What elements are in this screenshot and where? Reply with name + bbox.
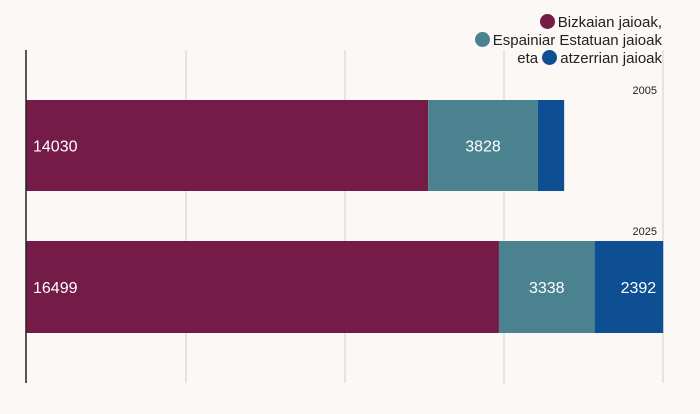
bar-2025-series-0 <box>26 241 499 333</box>
category-label-2005: 2005 <box>633 85 657 97</box>
data-label-2005-series-0: 14030 <box>33 139 78 156</box>
legend-separator: , <box>657 14 662 31</box>
legend-label-espainiar: Espainiar Estatuan jaioak <box>492 32 662 49</box>
bar-2025-series-1 <box>498 241 595 333</box>
legend-label-bizkaian: Bizkaian jaioak <box>557 14 658 31</box>
bar-2005-series-0 <box>26 100 429 191</box>
legend-swatch-atzerrian <box>542 50 558 65</box>
bar-2005-series-1 <box>428 100 538 191</box>
bar-2005-series-2 <box>537 100 565 191</box>
legend-swatch-espainiar <box>474 32 490 47</box>
data-label-2025-series-1: 3338 <box>529 280 565 297</box>
legend: Bizkaian jaioak, Espainiar Estatuan jaio… <box>362 14 662 68</box>
data-label-2025-series-2: 2392 <box>621 280 657 297</box>
legend-swatch-bizkaian <box>539 14 555 29</box>
legend-item-bizkaian: Bizkaian jaioak, <box>539 14 662 31</box>
legend-label-atzerrian: atzerrian jaioak <box>560 50 662 67</box>
legend-joiner: eta <box>517 50 539 67</box>
data-label-2005-series-1: 3828 <box>465 139 501 156</box>
data-label-2025-series-0: 16499 <box>33 280 78 297</box>
bar-2025-series-2 <box>594 241 664 333</box>
legend-item-atzerrian: atzerrian jaioak <box>542 50 662 67</box>
legend-item-espainiar: Espainiar Estatuan jaioak <box>474 32 662 49</box>
category-label-2025: 2025 <box>633 226 657 238</box>
